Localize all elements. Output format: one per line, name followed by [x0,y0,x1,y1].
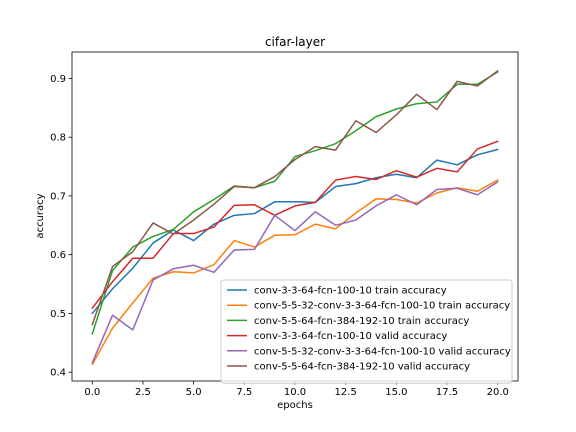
plot-lines [91,70,499,366]
x-tick-label: 2.5 [135,387,151,398]
y-tick-label: 0.5 [50,309,66,320]
legend-label-6: conv-5-5-64-fcn-384-192-10 valid accurac… [254,362,470,373]
series-line-3 [91,71,499,335]
y-tick-label: 0.4 [50,368,66,379]
x-tick-label: 17.5 [436,387,458,398]
x-tick-label: 12.5 [335,387,357,398]
x-tick-label: 7.5 [236,387,252,398]
chart-title: cifar-layer [265,35,325,49]
legend-label-1: conv-3-3-64-fcn-100-10 train accuracy [254,286,447,297]
legend: conv-3-3-64-fcn-100-10 train accuracy con… [220,279,513,384]
x-axis-label: epochs [277,400,313,411]
y-tick-label: 0.8 [50,133,66,144]
legend-label-3: conv-5-5-64-fcn-384-192-10 train accurac… [254,316,469,327]
legend-label-2: conv-5-5-32-conv-3-3-64-fcn-100-10 train… [254,301,510,312]
series-line-6 [91,70,499,326]
series-line-5 [91,181,499,364]
x-tick-label: 15.0 [385,387,407,398]
x-axis-ticks: 0.0 2.5 5.0 7.5 10.0 12.5 15.0 17.5 20.0 [84,381,509,398]
x-tick-label: 10.0 [284,387,306,398]
y-tick-label: 0.9 [50,74,66,85]
series-line-1 [91,148,499,315]
legend-label-4: conv-3-3-64-fcn-100-10 valid accuracy [254,331,447,342]
x-tick-label: 0.0 [84,387,100,398]
series-line-4 [91,140,499,309]
x-tick-label: 5.0 [186,387,202,398]
legend-label-5: conv-5-5-32-conv-3-3-64-fcn-100-10 valid… [254,346,511,357]
x-tick-label: 20.0 [487,387,509,398]
y-tick-label: 0.6 [50,250,66,261]
y-axis-ticks: 0.4 0.5 0.6 0.7 0.8 0.9 [50,74,72,379]
y-tick-label: 0.7 [50,191,66,202]
legend-box [220,279,513,384]
y-axis-label: accuracy [35,193,46,238]
